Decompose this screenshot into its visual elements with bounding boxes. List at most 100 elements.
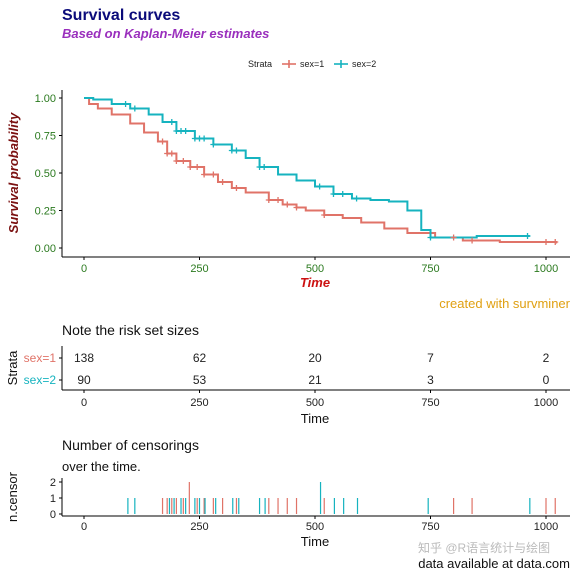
km-curve-sex=2 <box>84 97 530 239</box>
censor-bar <box>182 498 184 514</box>
watermark: 知乎 @R语言统计与绘图 <box>418 540 550 555</box>
km-y-tick-label: 1.00 <box>35 93 56 105</box>
censor-mark <box>173 158 180 164</box>
censor-bar <box>232 498 234 514</box>
censor-mark <box>219 179 226 185</box>
censor-mark <box>353 195 360 202</box>
censor-x-tick-label: 0 <box>81 521 87 533</box>
censor-mark <box>450 234 457 241</box>
censor-mark <box>194 164 201 170</box>
censor-bar <box>453 498 455 514</box>
legend: Strata sex=1 sex=2 <box>248 59 376 69</box>
risk-cell: 7 <box>427 351 434 365</box>
censor-bar <box>198 498 201 514</box>
censor-y-tick-label: 2 <box>50 477 56 489</box>
censor-bars <box>127 482 556 514</box>
censor-bar <box>166 498 168 514</box>
censor-mark <box>122 101 129 107</box>
censor-mark <box>180 158 187 164</box>
km-x-tick-label: 0 <box>81 263 87 275</box>
censor-y-tick-label: 1 <box>50 493 56 505</box>
risk-x-tick-label: 250 <box>190 397 208 409</box>
censor-mark <box>316 183 323 190</box>
censor-bar <box>554 498 556 514</box>
censor-mark <box>284 201 291 208</box>
censor-bar <box>161 498 164 514</box>
censor-bar <box>471 498 473 514</box>
risk-x-label: Time <box>301 411 329 426</box>
censor-bar <box>212 498 214 514</box>
censor-mark <box>201 135 208 142</box>
censor-bar <box>180 498 182 514</box>
km-y-label: Survival probability <box>6 112 21 233</box>
censor-y-label: n.censor <box>5 471 20 522</box>
censor-mark <box>543 239 549 245</box>
risk-table-rows: sex=1 138 62 20 7 2 sex=2 90 53 21 3 0 <box>24 351 550 387</box>
risk-row-label: sex=1 <box>24 351 57 365</box>
caption: created with survminer <box>439 296 570 311</box>
censor-bar <box>194 498 196 514</box>
censor-bar <box>127 498 129 514</box>
censor-mark <box>210 171 217 178</box>
censor-mark <box>339 191 346 197</box>
censor-y-tick-label: 0 <box>50 509 56 521</box>
risk-x-ticks: 0 250 500 750 1000 <box>81 390 558 409</box>
censor-x-tick-label: 500 <box>306 521 324 533</box>
censor-mark <box>168 119 175 125</box>
censor-mark <box>293 204 300 211</box>
censor-bar <box>171 498 173 514</box>
legend-label-sex1: sex=1 <box>300 59 324 69</box>
censor-bar <box>545 498 547 514</box>
risk-cell: 2 <box>543 351 550 365</box>
censor-bar <box>264 498 266 514</box>
censor-mark <box>552 239 559 245</box>
censor-mark <box>275 197 282 203</box>
censor-bar <box>323 498 325 514</box>
km-x-tick-label: 750 <box>421 263 439 275</box>
risk-x-tick-label: 1000 <box>534 397 558 409</box>
plot-title: Survival curves <box>62 7 180 24</box>
risk-row-label: sex=2 <box>24 373 57 387</box>
censor-bar <box>343 498 345 514</box>
risk-table-title: Note the risk set sizes <box>62 322 199 338</box>
censor-bar <box>175 498 177 514</box>
risk-x-tick-label: 750 <box>421 397 439 409</box>
censor-mark <box>168 150 175 157</box>
censor-x-label: Time <box>301 534 329 549</box>
censor-bar <box>277 498 279 514</box>
censor-x-ticks: 0 250 500 750 1000 <box>81 516 558 533</box>
risk-cell: 62 <box>193 351 207 365</box>
risk-cell: 90 <box>77 373 91 387</box>
censor-mark <box>469 237 476 244</box>
footer-text: data available at data.com <box>418 556 570 571</box>
censor-bar <box>134 498 136 514</box>
censor-mark <box>187 164 194 170</box>
risk-x-tick-label: 0 <box>81 397 87 409</box>
legend-label-sex2: sex=2 <box>352 59 376 69</box>
censor-bar <box>188 482 190 514</box>
risk-cell: 53 <box>193 373 207 387</box>
censor-bar <box>173 498 175 514</box>
risk-y-label: Strata <box>5 350 20 385</box>
censor-bar <box>427 498 429 514</box>
censor-bar <box>203 498 205 514</box>
plot-subtitle: Based on Kaplan-Meier estimates <box>62 26 269 41</box>
censor-mark <box>427 234 434 241</box>
censor-bar <box>238 498 240 514</box>
censor-bar <box>185 498 187 514</box>
risk-cell: 3 <box>427 373 434 387</box>
risk-cell: 21 <box>308 373 322 387</box>
censor-bar <box>286 498 288 514</box>
km-y-tick-label: 0.50 <box>35 168 56 180</box>
km-y-tick-label: 0.25 <box>35 206 56 218</box>
km-x-ticks: 0 250 500 750 1000 <box>81 257 558 275</box>
censor-bar <box>222 498 224 514</box>
censor-mark <box>321 212 328 218</box>
censor-panel-title-1: Number of censorings <box>62 437 199 453</box>
censor-mark <box>233 185 240 191</box>
censor-mark <box>182 128 189 134</box>
censor-plot-panel: 0 1 2 0 250 500 750 1000 <box>50 477 570 533</box>
censor-bar <box>215 498 217 514</box>
risk-cell: 20 <box>308 351 322 365</box>
